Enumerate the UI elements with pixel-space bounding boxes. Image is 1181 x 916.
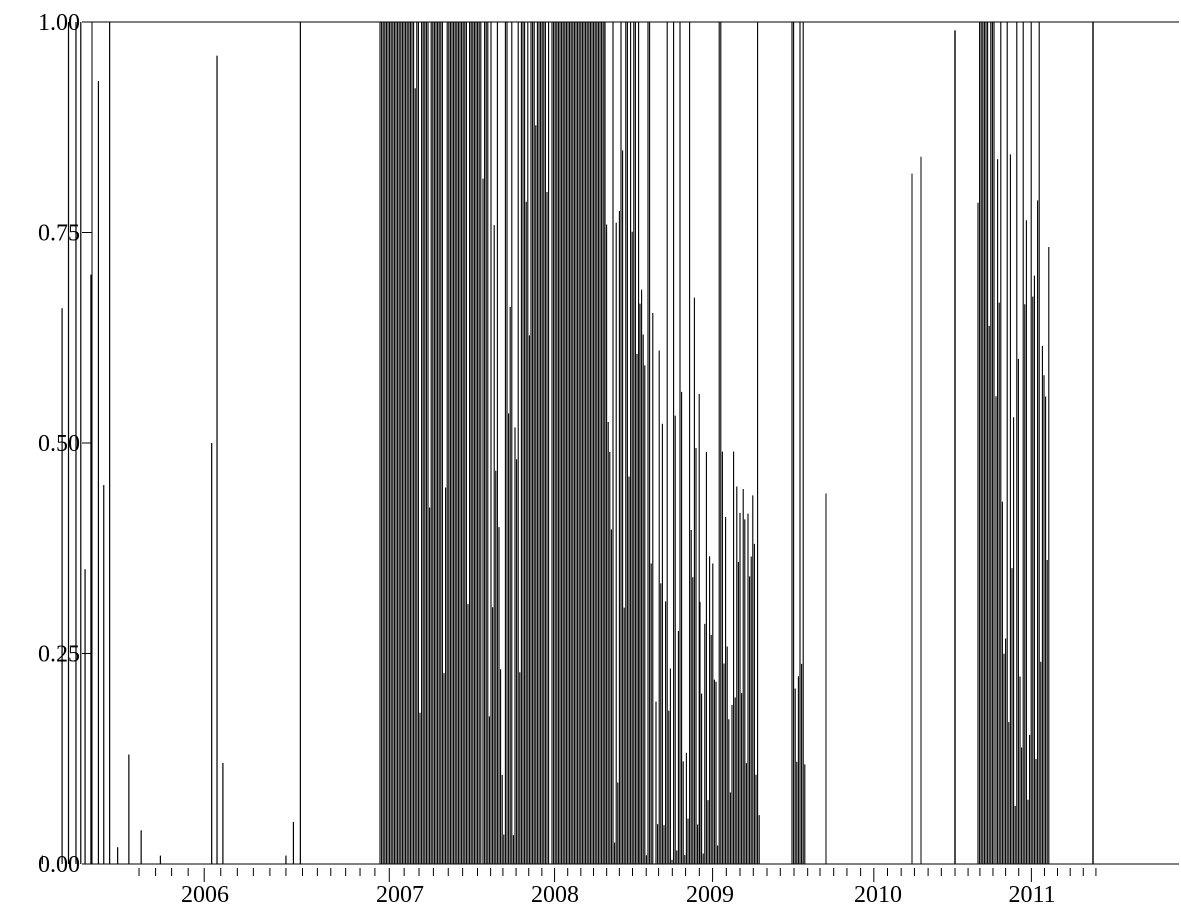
data-bars — [41, 22, 1094, 864]
x-tick-label: 2008 — [531, 882, 579, 908]
y-tick-label: 0.00 — [38, 852, 80, 878]
y-tick-label: 0.50 — [38, 431, 80, 457]
plot-frame — [92, 21, 1179, 865]
x-tick-label: 2007 — [376, 882, 424, 908]
y-tick-label: 1.00 — [38, 10, 80, 36]
y-tick-label: 0.25 — [38, 642, 80, 668]
x-tick-label: 2011 — [1008, 882, 1055, 908]
x-tick-label: 2006 — [181, 882, 229, 908]
x-tick-label: 2010 — [854, 882, 902, 908]
y-axis: 0.00 0.25 0.50 0.75 1.00 — [38, 10, 93, 878]
x-axis: 2006 2007 2008 2009 2010 2011 — [138, 868, 1097, 908]
x-tick-label: 2009 — [686, 882, 734, 908]
y-tick-label: 0.75 — [38, 221, 80, 247]
